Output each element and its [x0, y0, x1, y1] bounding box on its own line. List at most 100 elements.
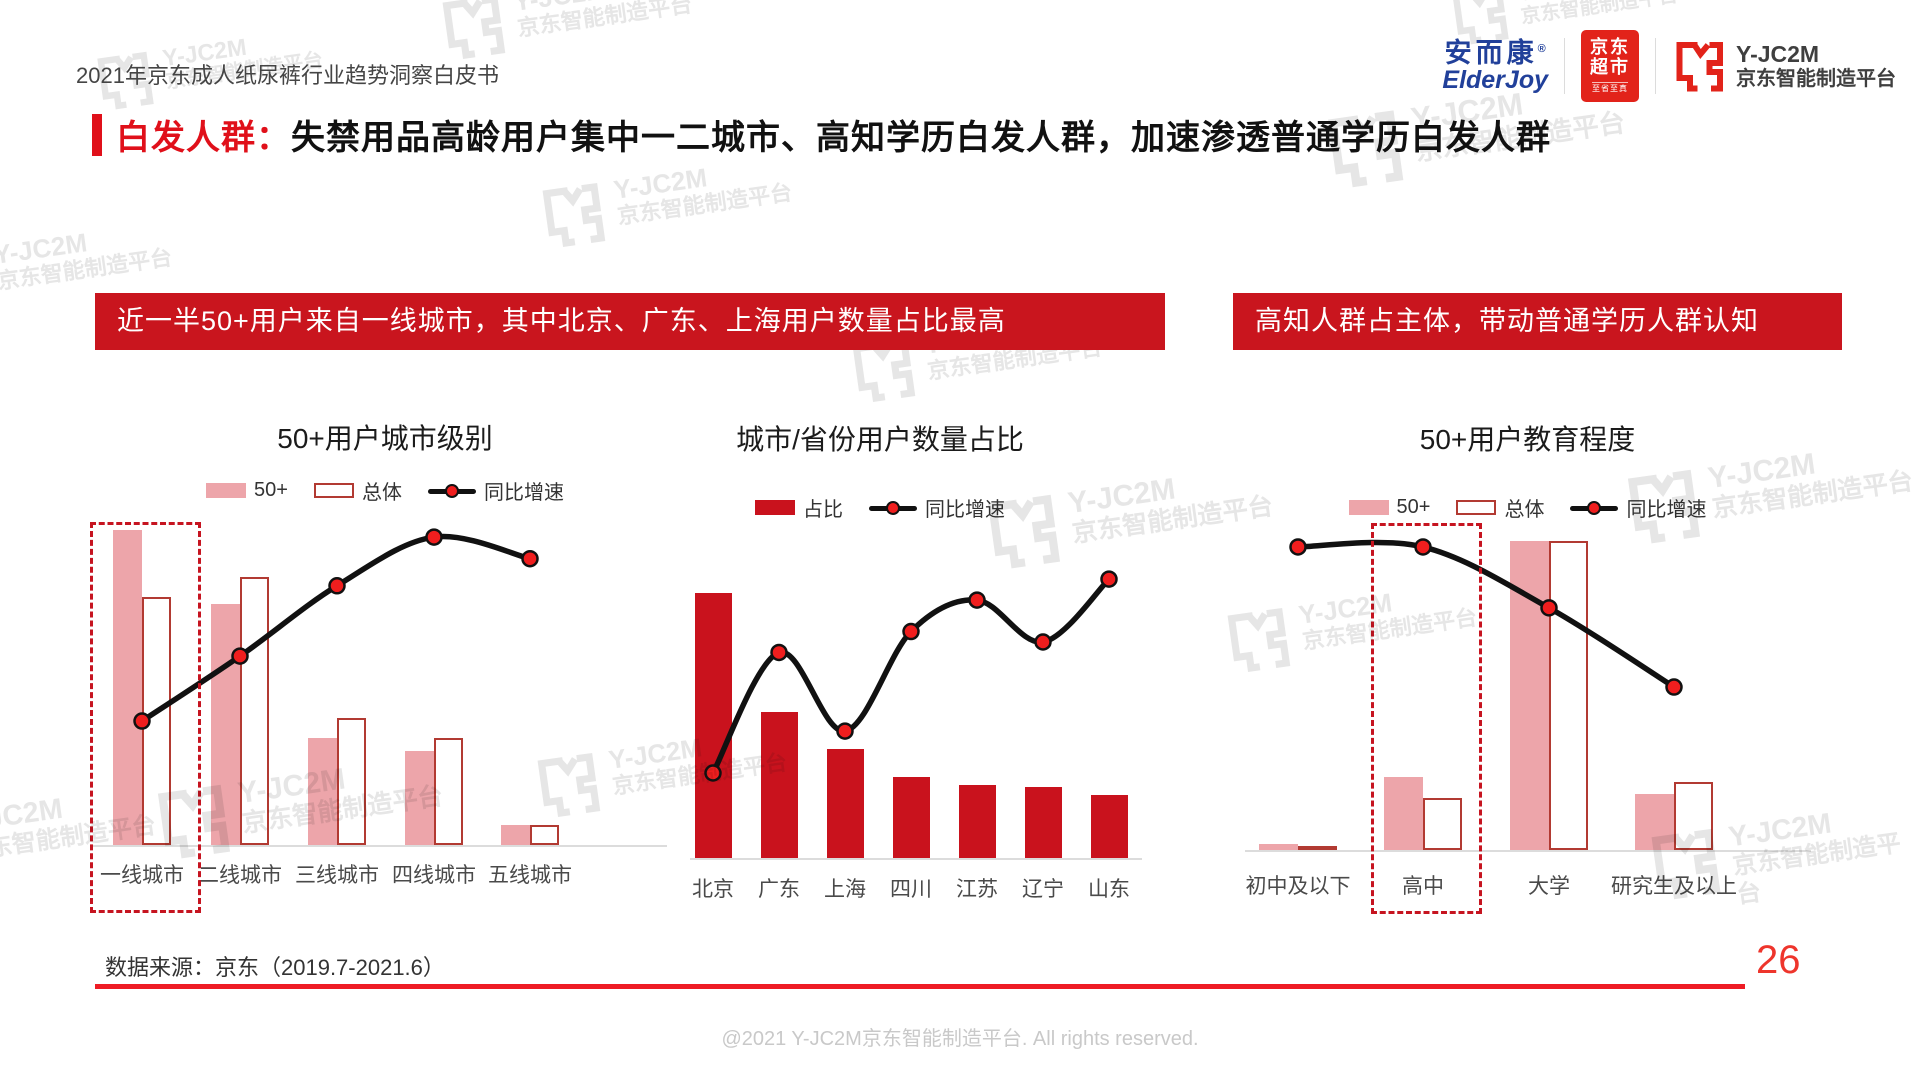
legend-label: 同比增速 [925, 499, 1005, 521]
x-axis-label: 江苏 [956, 878, 998, 901]
x-axis-label: 北京 [692, 878, 734, 901]
elderjoy-logo: 安而康® ElderJoy [1442, 39, 1548, 94]
bar-总体 [337, 717, 366, 845]
legend-label: 同比增速 [1626, 499, 1707, 521]
watermark-line2: 京东智能制造平台 [615, 179, 794, 230]
bar-占比 [892, 776, 930, 858]
chart-legend: 占比 同比增速 [620, 493, 1140, 522]
bar-总体 [1674, 781, 1713, 850]
title-highlight: 白发人群： [116, 119, 291, 157]
bar-占比 [958, 785, 996, 858]
chart-legend: 50+ 总体 同比增速 [1240, 493, 1815, 522]
x-axis-label: 辽宁 [1022, 878, 1064, 901]
highlight-box [89, 522, 201, 913]
watermark-line2: 京东智能制造平台 [0, 244, 174, 295]
bar-总体 [240, 577, 269, 845]
watermark: Y-JC2M京东智能制造平台 [437, 0, 695, 63]
x-axis [690, 858, 1142, 860]
yjc2m-name: Y-JC2M [1736, 41, 1820, 68]
legend-item: 同比增速 [1570, 493, 1706, 522]
bar-占比 [694, 593, 732, 858]
footer-divider-line [95, 984, 1745, 989]
yjc2m-logo: Y-JC2M 京东智能制造平台 [1672, 39, 1896, 93]
copyright: @2021 Y-JC2M京东智能制造平台. All rights reserve… [721, 1028, 1199, 1050]
elderjoy-cn-label: 安而康® [1444, 37, 1546, 68]
banner-city: 近一半50+用户来自一线城市，其中北京、广东、上海用户数量占比最高 [95, 293, 1165, 350]
chart-education: 50+用户教育程度 50+ 总体 同比增速初中及以下 高中 大学 研究生及以上 [1240, 413, 1815, 918]
registered-mark: ® [1537, 42, 1546, 55]
legend-bar-swatch [206, 483, 247, 498]
legend-label: 50+ [254, 479, 288, 501]
title-accent-bar [92, 113, 102, 156]
chart-title: 50+用户教育程度 [1419, 424, 1636, 455]
title-rest: 失禁用品高龄用户集中一二城市、高知学历白发人群，加速渗透普通学历白发人群 [291, 119, 1551, 157]
yjc2m-logo-icon [1676, 42, 1723, 92]
yjc2m-watermark-icon [442, 0, 506, 59]
legend-line-swatch [869, 500, 917, 516]
x-axis [92, 845, 667, 847]
x-axis-label: 四川 [890, 878, 932, 901]
bar-占比 [1024, 786, 1062, 858]
jd-line2: 超市 [1590, 57, 1630, 78]
x-axis-label: 高中 [1402, 875, 1444, 898]
chart-title: 城市/省份用户数量占比 [736, 424, 1024, 455]
watermark-line1: Y-JC2M [0, 227, 89, 270]
legend-item: 占比 [755, 493, 843, 522]
legend-item: 同比增速 [869, 493, 1005, 522]
chart-legend: 50+ 总体 同比增速 [90, 476, 680, 505]
x-axis-label: 山东 [1088, 878, 1130, 901]
bar-50+ [405, 751, 434, 845]
bar-50+ [211, 603, 240, 845]
yjc2m-watermark-icon [542, 182, 606, 247]
logo-row: 安而康® ElderJoy 京东 超市 至省至真 Y-JC2M 京东智能制造平台 [1442, 30, 1896, 102]
bar-50+ [308, 737, 337, 845]
jd-slogan: 至省至真 [1592, 81, 1628, 93]
watermark-line2: 京东智能制造平台 [1519, 0, 1680, 28]
divider [1655, 38, 1656, 94]
page-title: 白发人群：失禁用品高龄用户集中一二城市、高知学历白发人群，加速渗透普通学历白发人… [92, 110, 1551, 159]
watermark-line1: Y-JC2M [1516, 0, 1676, 6]
bar-50+ [1635, 793, 1674, 850]
bar-总体 [1298, 846, 1337, 851]
bar-50+ [1510, 540, 1549, 850]
bar-50+ [1259, 843, 1298, 850]
legend-label: 占比 [803, 499, 843, 521]
legend-line-swatch [1570, 500, 1619, 516]
yjc2m-sub: 京东智能制造平台 [1736, 67, 1896, 90]
bar-总体 [434, 737, 463, 845]
jd-supermarket-logo: 京东 超市 至省至真 [1581, 30, 1639, 102]
bar-50+ [113, 530, 142, 845]
x-axis-label: 上海 [824, 878, 866, 901]
divider [1564, 38, 1565, 94]
legend-item: 50+ [1348, 496, 1430, 519]
legend-bar-swatch [755, 500, 795, 515]
bar-占比 [1090, 795, 1128, 858]
jd-line1: 京东 [1590, 37, 1630, 58]
chart-city-province: 城市/省份用户数量占比 占比 同比增速 北京 广东 上海 四川 江苏 辽宁 山东 [620, 413, 1142, 918]
legend-item: 总体 [1456, 493, 1544, 522]
legend-label: 同比增速 [483, 482, 564, 504]
x-axis-label: 研究生及以上 [1611, 875, 1737, 898]
x-axis-label: 大学 [1528, 875, 1570, 898]
bar-总体 [1423, 797, 1462, 850]
legend-label: 总体 [361, 482, 402, 504]
legend-line-swatch [427, 483, 476, 499]
legend-item: 总体 [313, 476, 402, 505]
watermark-line2: 京东智能制造平台 [515, 0, 694, 42]
x-axis-label: 一线城市 [100, 864, 184, 887]
legend-item: 50+ [206, 479, 288, 502]
legend-bar-swatch [313, 483, 354, 498]
x-axis-label: 五线城市 [488, 864, 572, 887]
x-axis-label: 初中及以下 [1245, 875, 1351, 898]
bar-50+ [1384, 777, 1423, 850]
legend-bar-swatch [1348, 500, 1389, 515]
chart-title: 50+用户城市级别 [277, 423, 493, 454]
watermark-line1: Y-JC2M [611, 162, 709, 205]
legend-label: 总体 [1504, 499, 1545, 521]
banner-education: 高知人群占主体，带动普通学历人群认知 [1233, 293, 1842, 350]
bar-总体 [530, 824, 559, 845]
data-source: 数据来源：京东（2019.7-2021.6） [105, 955, 445, 980]
bar-占比 [826, 748, 864, 858]
elderjoy-en-label: ElderJoy [1442, 66, 1548, 95]
